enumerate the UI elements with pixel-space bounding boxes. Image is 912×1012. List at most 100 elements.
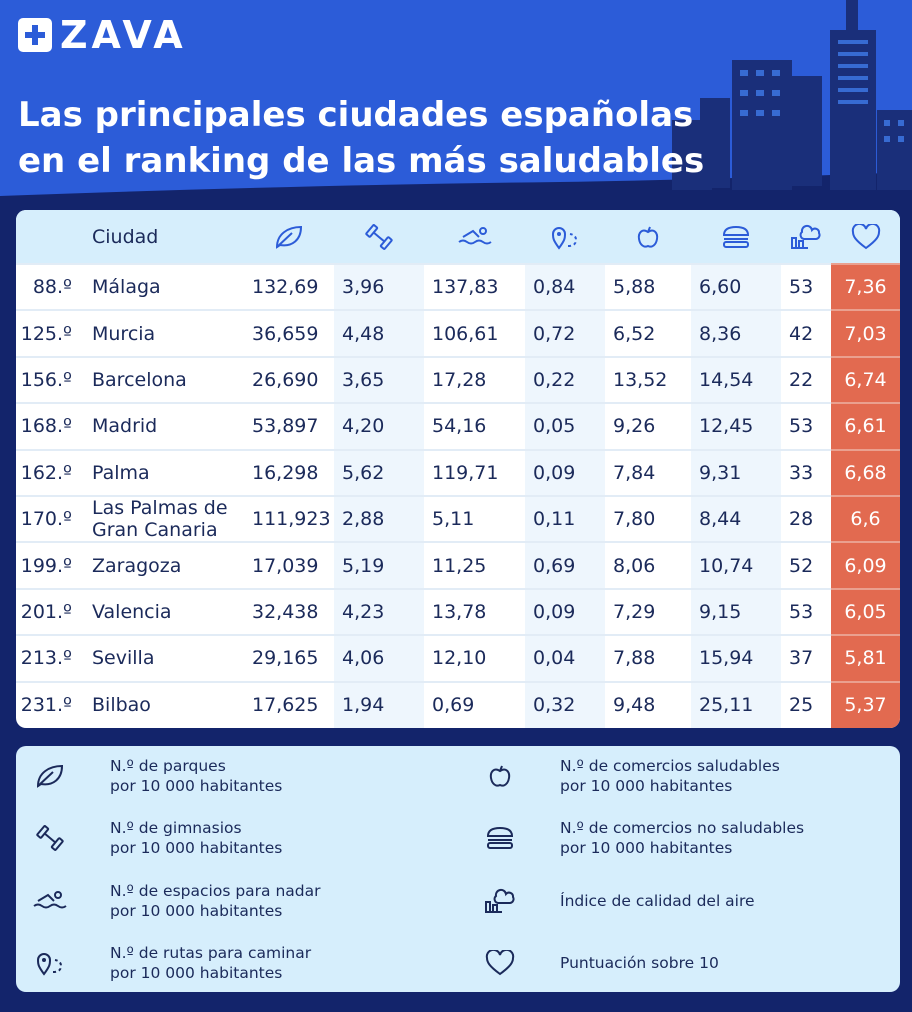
row-healthy: 6,52 [605, 309, 691, 357]
row-unhealthy: 9,31 [691, 448, 781, 496]
row-routes: 0,22 [525, 355, 605, 404]
row-rank: 201.º [16, 587, 78, 636]
swimmer-icon [457, 226, 492, 244]
row-rank: 213.º [16, 634, 78, 682]
heart-icon [851, 223, 880, 249]
row-routes: 0,32 [525, 680, 605, 728]
row-city: Valencia [78, 587, 244, 636]
row-rank: 125.º [16, 309, 78, 357]
row-swim: 54,16 [424, 402, 525, 450]
table-body: 88.º Málaga 132,69 3,96 137,83 0,84 5,88 6,60 53… [16, 262, 900, 728]
row-rank: 231.º [16, 680, 78, 728]
row-parks: 26,690 [244, 355, 334, 404]
burger-icon [486, 826, 514, 849]
row-routes: 0,04 [525, 634, 605, 682]
row-score: 6,05 [831, 587, 900, 636]
row-score: 6,09 [831, 541, 900, 589]
row-city: Málaga [78, 262, 244, 311]
header-gyms [334, 210, 424, 264]
legend-panel: N.º de parques por 10 000 habitantes N.º … [16, 746, 900, 992]
row-parks: 16,298 [244, 448, 334, 496]
row-city: Madrid [78, 402, 244, 450]
factory-icon [791, 224, 821, 249]
row-healthy: 8,06 [605, 541, 691, 589]
row-score: 6,68 [831, 448, 900, 496]
row-gyms: 4,06 [334, 634, 424, 682]
row-unhealthy: 8,44 [691, 494, 781, 543]
row-healthy: 9,48 [605, 680, 691, 728]
header-unhealthy-shops [691, 210, 781, 264]
legend-routes-line1: N.º de rutas para caminar [110, 944, 312, 962]
row-city: Sevilla [78, 634, 244, 682]
legend-unhealthy-line1: N.º de comercios no saludables [560, 819, 805, 837]
row-healthy: 9,26 [605, 402, 691, 450]
zava-logo: ZAVA [18, 16, 187, 54]
row-swim: 11,25 [424, 541, 525, 589]
table-row: 125.º Murcia 36,659 4,48 106,61 0,72 6,52 8,36 4… [16, 309, 900, 357]
header-air-quality [781, 210, 831, 264]
row-rank: 162.º [16, 448, 78, 496]
row-swim: 137,83 [424, 262, 525, 311]
legend-item-healthy-shops: N.º de comercios saludables por 10 000 ha… [480, 756, 780, 796]
row-score: 6,6 [831, 494, 900, 543]
ranking-table: Ciudad [16, 210, 900, 728]
row-rank: 88.º [16, 262, 78, 311]
row-rank: 170.º [16, 494, 78, 543]
header-swim [424, 210, 525, 264]
row-air: 53 [781, 262, 831, 311]
row-gyms: 5,62 [334, 448, 424, 496]
row-swim: 13,78 [424, 587, 525, 636]
ranking-table-card: Ciudad [16, 210, 900, 728]
row-air: 53 [781, 402, 831, 450]
row-gyms: 4,23 [334, 587, 424, 636]
row-unhealthy: 10,74 [691, 541, 781, 589]
leaf-icon [275, 225, 303, 249]
row-city: Bilbao [78, 680, 244, 728]
row-gyms: 4,20 [334, 402, 424, 450]
header-wave-decoration [0, 172, 912, 200]
header-healthy-shops [605, 210, 691, 264]
row-unhealthy: 15,94 [691, 634, 781, 682]
row-city: Las Palmas de Gran Canaria [78, 494, 244, 543]
row-parks: 132,69 [244, 262, 334, 311]
swimmer-icon [33, 891, 67, 909]
legend-parks-line2: por 10 000 habitantes [110, 777, 283, 795]
header-rank [16, 210, 78, 264]
row-routes: 0,72 [525, 309, 605, 357]
row-unhealthy: 25,11 [691, 680, 781, 728]
row-parks: 36,659 [244, 309, 334, 357]
header-score [831, 210, 900, 264]
row-healthy: 7,80 [605, 494, 691, 543]
legend-item-gyms: N.º de gimnasios por 10 000 habitantes [30, 818, 282, 858]
legend-item-unhealthy-shops: N.º de comercios no saludables por 10 000… [480, 818, 804, 858]
legend-routes-line2: por 10 000 habitantes [110, 964, 283, 982]
row-routes: 0,05 [525, 402, 605, 450]
legend-item-score: Puntuación sobre 10 [480, 943, 719, 983]
row-swim: 5,11 [424, 494, 525, 543]
row-gyms: 3,96 [334, 262, 424, 311]
row-unhealthy: 12,45 [691, 402, 781, 450]
row-parks: 17,039 [244, 541, 334, 589]
legend-swim-line1: N.º de espacios para nadar [110, 882, 321, 900]
row-city: Zaragoza [78, 541, 244, 589]
row-unhealthy: 8,36 [691, 309, 781, 357]
table-row: 201.º Valencia 32,438 4,23 13,78 0,09 7,29 9,15… [16, 587, 900, 636]
row-routes: 0,69 [525, 541, 605, 589]
row-rank: 168.º [16, 402, 78, 450]
row-swim: 17,28 [424, 355, 525, 404]
row-swim: 119,71 [424, 448, 525, 496]
row-parks: 111,923 [244, 494, 334, 543]
row-air: 22 [781, 355, 831, 404]
row-rank: 199.º [16, 541, 78, 589]
table-header-row: Ciudad [16, 210, 900, 264]
legend-gyms-line2: por 10 000 habitantes [110, 839, 283, 857]
title-line-2: en el ranking de las más saludables [18, 141, 705, 181]
row-air: 25 [781, 680, 831, 728]
row-unhealthy: 9,15 [691, 587, 781, 636]
row-score: 7,36 [831, 262, 900, 311]
row-score: 6,74 [831, 355, 900, 404]
burger-icon [722, 225, 750, 248]
dumbbell-icon [36, 825, 64, 851]
table-row: 199.º Zaragoza 17,039 5,19 11,25 0,69 8,06 10,7… [16, 541, 900, 589]
apple-icon [489, 765, 511, 787]
